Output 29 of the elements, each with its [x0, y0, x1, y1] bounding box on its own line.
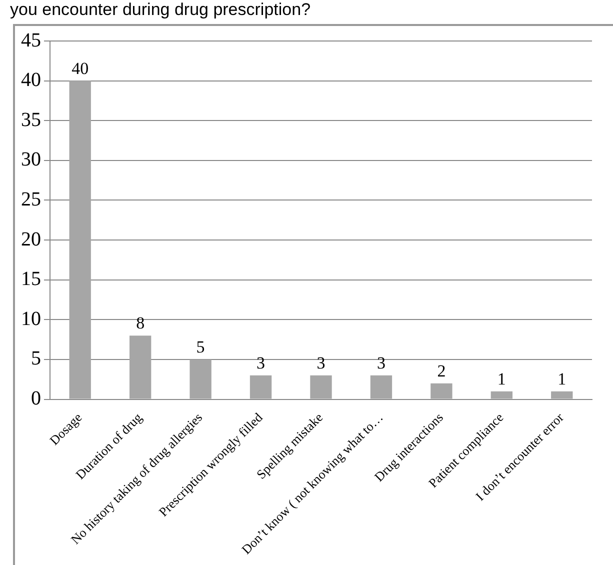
y-tick-label: 30: [21, 148, 41, 171]
bar: [310, 375, 332, 399]
data-label: 40: [72, 58, 89, 78]
data-label: 1: [497, 369, 506, 388]
data-label: 3: [316, 353, 326, 372]
y-tick-label: 20: [21, 228, 41, 250]
y-tick-label: 5: [31, 348, 41, 370]
bar: [129, 336, 152, 399]
y-tick-label: 25: [21, 188, 41, 210]
data-label: 1: [558, 369, 566, 388]
bar: [490, 391, 513, 399]
y-tick-label: 0: [31, 388, 41, 410]
data-label: 3: [376, 353, 386, 372]
y-tick-label: 45: [21, 29, 41, 52]
bar: [370, 375, 392, 399]
y-tick-label: 35: [21, 108, 41, 131]
data-label: 8: [136, 314, 145, 333]
data-label: 3: [256, 353, 266, 372]
bar: [551, 391, 573, 399]
y-tick-label: 15: [21, 268, 41, 290]
y-tick-label: 10: [21, 308, 41, 330]
bar: [430, 383, 452, 399]
data-label: 5: [196, 337, 205, 356]
data-label: 2: [437, 361, 446, 380]
bar: [250, 375, 272, 399]
bar: [190, 359, 212, 399]
chart-title: you encounter during drug prescription?: [10, 0, 311, 20]
y-tick-label: 40: [21, 69, 41, 92]
bar: [69, 80, 91, 399]
